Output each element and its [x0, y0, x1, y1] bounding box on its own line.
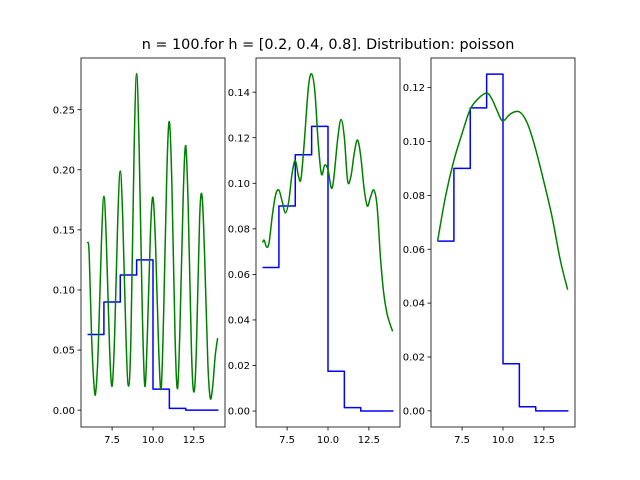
subplots: 7.5 10.0 12.5 0.00 0.05 0.10 0.15 0.20 0.25 7.5 10… [53, 57, 576, 446]
histogram-step-line [87, 259, 219, 411]
x-tick-label: 7.5 [104, 435, 120, 446]
x-tick-label: 12.5 [533, 435, 555, 446]
subplot-1: 7.5 10.0 12.5 0.00 0.05 0.10 0.15 0.20 0.25 [53, 57, 226, 446]
x-tick-label: 10.0 [492, 435, 514, 446]
y-tick-label: 0.06 [403, 245, 425, 256]
y-tick-label: 0.02 [228, 361, 250, 372]
subplot-2: 7.5 10.0 12.5 0.00 0.02 0.04 0.06 0.08 0.10 0.12 0… [228, 57, 401, 446]
x-tick-label: 7.5 [279, 435, 295, 446]
subplot-3: 7.5 10.0 12.5 0.00 0.02 0.04 0.06 0.08 0.10 0.12 [403, 57, 576, 446]
x-tick-label: 12.5 [183, 435, 205, 446]
y-tick-label: 0.04 [228, 316, 250, 327]
y-tick-label: 0.05 [53, 346, 75, 357]
y-tick-label: 0.06 [228, 270, 250, 281]
y-tick-label: 0.00 [228, 407, 250, 418]
x-tick-label: 12.5 [358, 435, 380, 446]
y-tick-label: 0.00 [53, 406, 75, 417]
kde-curve-line [86, 72, 219, 400]
y-tick-label: 0.12 [403, 83, 425, 94]
x-tick-label: 10.0 [142, 435, 164, 446]
histogram-step-line [262, 125, 394, 412]
histogram-step-line [437, 73, 569, 412]
kde-curve-line [436, 92, 569, 290]
y-tick-label: 0.04 [403, 299, 425, 310]
y-tick-label: 0.02 [403, 353, 425, 364]
figure-title: n = 100.for h = [0.2, 0.4, 0.8]. Distrib… [142, 37, 515, 53]
y-tick-label: 0.15 [53, 225, 75, 236]
x-tick-label: 7.5 [454, 435, 470, 446]
y-tick-label: 0.20 [53, 165, 75, 176]
y-tick-label: 0.08 [403, 191, 425, 202]
y-tick-label: 0.14 [228, 88, 250, 99]
y-tick-label: 0.25 [53, 105, 75, 116]
kde-curve-line [261, 73, 394, 332]
y-tick-label: 0.12 [228, 133, 250, 144]
y-tick-label: 0.10 [403, 137, 425, 148]
y-tick-label: 0.10 [228, 179, 250, 190]
y-tick-label: 0.10 [53, 286, 75, 297]
x-tick-label: 10.0 [317, 435, 339, 446]
y-tick-label: 0.00 [403, 406, 425, 417]
y-tick-label: 0.08 [228, 224, 250, 235]
